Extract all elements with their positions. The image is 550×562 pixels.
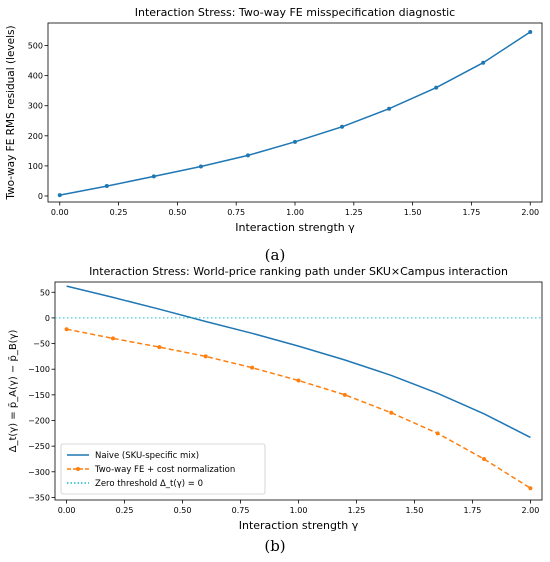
chart-a-series-0-point bbox=[387, 106, 392, 111]
chart-b-y-axis-label: Δ_t(γ) = p̄_A(γ) − p̄_B(γ) bbox=[8, 330, 19, 453]
panel-label-a: (a) bbox=[264, 246, 286, 264]
chart-a-series-0-point bbox=[57, 193, 62, 198]
chart-b-legend-entry: Two-way FE + cost normalization bbox=[94, 465, 235, 475]
chart-a-series-0-point bbox=[528, 30, 533, 35]
chart-b-series-1-line bbox=[66, 328, 531, 489]
chart-b-legend-marker bbox=[76, 467, 80, 471]
chart-a-x-tick-label: 1.50 bbox=[404, 208, 422, 217]
chart-a-figure: Interaction Stress: Two-way FE misspecif… bbox=[5, 6, 543, 234]
chart-b-series-1-point bbox=[296, 378, 301, 383]
chart-a-series-0-point bbox=[434, 85, 439, 90]
chart-b-x-tick-label: 1.50 bbox=[406, 506, 424, 515]
chart-b-y-tick-label: −350 bbox=[28, 493, 50, 502]
chart-a-x-axis-label: Interaction strength γ bbox=[235, 221, 355, 234]
chart-b-series-1-point bbox=[203, 354, 208, 359]
chart-a-series-0-point bbox=[293, 139, 297, 144]
chart-b-legend-entry: Naive (SKU-specific mix) bbox=[95, 451, 199, 461]
chart-a-y-tick-label: 500 bbox=[28, 42, 43, 51]
chart-a-x-tick-label: 2.00 bbox=[521, 208, 539, 217]
chart-a-series-0-point bbox=[198, 164, 203, 169]
chart-a-series-0 bbox=[57, 30, 533, 198]
chart-a-y-tick-label: 400 bbox=[28, 72, 43, 81]
chart-a-x-tick-label: 1.75 bbox=[463, 208, 481, 217]
chart-a-series-0-point bbox=[340, 124, 345, 129]
chart-a-series-0-line bbox=[59, 31, 531, 196]
chart-b-series-0 bbox=[66, 285, 531, 439]
chart-a-plot-frame bbox=[47, 22, 543, 203]
chart-b-y-axis: 50 0 −50 −100 −150 −200 −250 −300 −350 bbox=[28, 288, 55, 502]
chart-b-x-tick-label: 2.00 bbox=[521, 506, 539, 515]
chart-b-x-axis: 0.00 0.25 0.50 0.75 1.00 1.25 1.50 1.75 2.00 bbox=[58, 500, 539, 515]
chart-b-x-axis-label: Interaction strength γ bbox=[239, 519, 359, 532]
chart-b-figure: Interaction Stress: World-price ranking … bbox=[8, 265, 543, 532]
chart-a-x-tick-label: 0.25 bbox=[110, 208, 128, 217]
chart-a-series-0-point bbox=[481, 60, 486, 65]
chart-b-series-1-point bbox=[110, 336, 115, 341]
chart-b-y-tick-label: −300 bbox=[28, 468, 50, 477]
chart-a-y-tick-label: 200 bbox=[28, 132, 43, 141]
chart-a-title: Interaction Stress: Two-way FE misspecif… bbox=[135, 6, 455, 19]
chart-a-series-0-point bbox=[104, 184, 109, 189]
chart-b-y-tick-label: −200 bbox=[28, 416, 50, 425]
chart-a-y-axis: 0 100 200 300 400 500 bbox=[28, 42, 48, 201]
chart-b-y-tick-label: −150 bbox=[28, 391, 50, 400]
chart-a-x-tick-label: 0.75 bbox=[227, 208, 245, 217]
chart-b-x-tick-label: 1.00 bbox=[290, 506, 308, 515]
chart-b-x-tick-label: 0.50 bbox=[174, 506, 192, 515]
chart-b-legend: Naive (SKU-specific mix) Two-way FE + cos… bbox=[60, 443, 266, 495]
chart-b-x-tick-label: 0.00 bbox=[58, 506, 76, 515]
chart-b-series-1-point bbox=[435, 431, 440, 436]
panel-label-b: (b) bbox=[264, 537, 286, 555]
chart-a-x-tick-label: 0.00 bbox=[51, 208, 69, 217]
chart-a-x-tick-label: 1.00 bbox=[286, 208, 304, 217]
chart-b-legend-box bbox=[60, 443, 266, 495]
chart-b-series-0-line bbox=[66, 285, 531, 439]
chart-b-series-1 bbox=[64, 327, 533, 491]
chart-b-series-1-point bbox=[64, 327, 69, 332]
chart-b-y-tick-label: 0 bbox=[45, 314, 50, 323]
chart-b-series-1-point bbox=[528, 486, 533, 491]
chart-b-x-tick-label: 0.25 bbox=[116, 506, 134, 515]
chart-a-y-tick-label: 0 bbox=[38, 192, 43, 201]
chart-b-legend-entry: Zero threshold Δ_t(γ) = 0 bbox=[95, 479, 203, 489]
chart-b-x-tick-label: 1.75 bbox=[464, 506, 482, 515]
chart-b-series-1-point bbox=[157, 345, 162, 350]
chart-a-y-axis-label: Two-way FE RMS residual (levels) bbox=[5, 25, 17, 200]
chart-a-x-axis: 0.00 0.25 0.50 0.75 1.00 1.25 1.50 1.75 2.00 bbox=[51, 202, 539, 217]
chart-b-series-1-point bbox=[250, 365, 255, 370]
chart-b-y-tick-label: −50 bbox=[33, 340, 50, 349]
chart-b-series-1-point bbox=[342, 392, 347, 397]
chart-b-y-tick-label: 50 bbox=[40, 288, 50, 297]
chart-b-series-1-point bbox=[389, 410, 394, 415]
chart-a-y-tick-label: 300 bbox=[28, 102, 43, 111]
chart-b-x-tick-label: 0.75 bbox=[232, 506, 250, 515]
chart-b-y-tick-label: −100 bbox=[28, 365, 50, 374]
chart-a-x-tick-label: 1.25 bbox=[345, 208, 363, 217]
chart-a-series-0-point bbox=[245, 153, 250, 158]
chart-b-x-tick-label: 1.25 bbox=[348, 506, 366, 515]
chart-b-series-1-point bbox=[482, 456, 487, 461]
chart-b-title: Interaction Stress: World-price ranking … bbox=[89, 265, 508, 278]
chart-b-y-tick-label: −250 bbox=[28, 442, 50, 451]
chart-a-x-tick-label: 0.50 bbox=[168, 208, 186, 217]
chart-a-series-0-point bbox=[151, 174, 156, 179]
chart-a-y-tick-label: 100 bbox=[28, 162, 43, 171]
